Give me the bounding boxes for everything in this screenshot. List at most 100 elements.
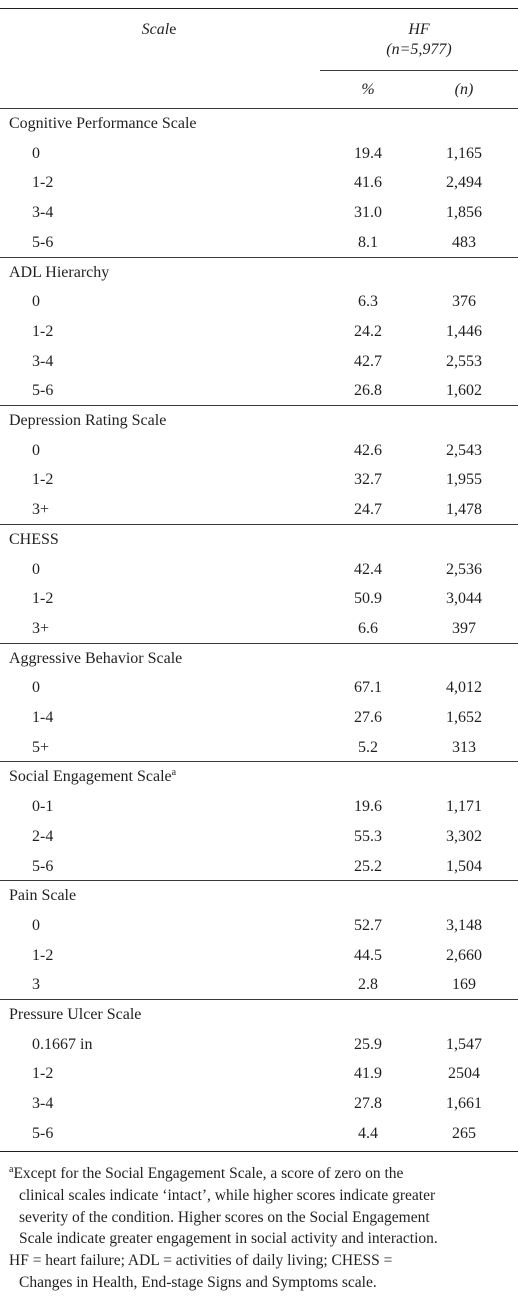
percent-column-header: % — [361, 81, 375, 98]
row-count: 1,955 — [446, 471, 482, 489]
row-percent: 19.6 — [354, 798, 382, 816]
row-label: 5-6 — [32, 382, 54, 400]
row-percent: 4.4 — [358, 1124, 378, 1142]
row-count: 1,171 — [446, 798, 482, 816]
footnote-line: Changes in Health, End-stage Signs and S… — [9, 1272, 511, 1294]
table-top-rule — [0, 8, 518, 9]
row-label: 0-1 — [32, 798, 54, 816]
row-count: 2,536 — [446, 560, 482, 578]
row-percent: 25.2 — [354, 857, 382, 875]
row-label: 0 — [32, 293, 40, 311]
row-count: 483 — [452, 233, 476, 251]
row-count: 1,504 — [446, 857, 482, 875]
row-percent: 42.7 — [354, 352, 382, 370]
row-count: 169 — [452, 976, 476, 994]
row-label: 1-2 — [32, 174, 54, 192]
row-percent: 24.7 — [354, 501, 382, 519]
row-percent: 26.8 — [354, 382, 382, 400]
row-count: 1,652 — [446, 709, 482, 726]
row-label: 0 — [32, 144, 40, 162]
section-divider — [0, 256, 518, 258]
row-label: 5-6 — [32, 1124, 54, 1142]
section-label: Social Engagement Scalea — [9, 767, 176, 787]
section-label-text: Depression Rating Scale — [9, 412, 167, 429]
footnote-text: severity of the condition. Higher scores… — [19, 1208, 430, 1226]
row-percent: 6.6 — [358, 619, 378, 637]
row-label: 0 — [32, 916, 40, 934]
footnote-text: Changes in Health, End-stage Signs and S… — [19, 1273, 377, 1291]
scale-column-header: Scale — [0, 20, 318, 40]
row-count: 2,494 — [446, 174, 482, 192]
row-percent: 2.8 — [358, 976, 378, 994]
footnote-text: clinical scales indicate ‘intact’, while… — [19, 1186, 436, 1204]
row-count: 3,148 — [446, 916, 482, 934]
row-label: 1-4 — [32, 709, 54, 726]
row-percent: 31.0 — [354, 204, 382, 222]
section-label: Cognitive Performance Scale — [9, 114, 197, 134]
row-label: 5-6 — [32, 857, 54, 875]
section-label: ADL Hierarchy — [9, 263, 109, 283]
section-label-text: Social Engagement Scale — [9, 768, 172, 786]
row-percent: 27.6 — [354, 709, 382, 726]
row-label: 2-4 — [32, 827, 54, 845]
table-footnote: aExcept for the Social Engagement Scale,… — [9, 1163, 511, 1294]
row-count: 1,547 — [446, 1035, 482, 1053]
row-label: 1-2 — [32, 946, 54, 964]
row-percent: 8.1 — [358, 233, 378, 251]
row-label: 0 — [32, 679, 40, 697]
row-count: 2504 — [448, 1065, 480, 1083]
row-count: 2,660 — [446, 946, 482, 964]
row-percent: 55.3 — [354, 827, 382, 845]
row-count: 1,602 — [446, 382, 482, 400]
row-label: 1-2 — [32, 590, 54, 608]
row-label: 1-2 — [32, 322, 54, 340]
row-percent: 41.9 — [354, 1065, 382, 1083]
row-percent: 52.7 — [354, 916, 382, 934]
row-percent: 19.4 — [354, 144, 382, 162]
row-label: 3-4 — [32, 352, 54, 370]
row-percent: 41.6 — [354, 174, 382, 192]
count-column-header: (n) — [454, 81, 474, 98]
footnote-text: HF = heart failure; ADL = activities of … — [9, 1252, 393, 1270]
row-label: 3+ — [32, 501, 50, 519]
hf-group-header: HF — [408, 21, 430, 38]
row-label: 3-4 — [32, 1095, 54, 1113]
row-label: 0 — [32, 560, 40, 578]
row-label: 1-2 — [32, 471, 54, 489]
row-count: 1,165 — [446, 144, 482, 162]
row-label: 3+ — [32, 619, 50, 637]
section-label: Depression Rating Scale — [9, 411, 166, 431]
row-percent: 67.1 — [354, 679, 382, 697]
section-divider — [0, 761, 518, 763]
row-label: 3 — [32, 976, 40, 994]
table-bottom-rule — [0, 1151, 518, 1152]
section-divider — [0, 880, 518, 882]
row-percent: 42.6 — [354, 441, 382, 459]
row-count: 1,661 — [446, 1095, 482, 1113]
footnote-line: HF = heart failure; ADL = activities of … — [9, 1250, 511, 1272]
row-label: 0 — [32, 441, 40, 459]
section-divider — [0, 999, 518, 1000]
section-label-text: Aggressive Behavior Scale — [9, 649, 183, 667]
row-count: 397 — [452, 619, 476, 637]
header-bottom-rule — [0, 108, 518, 109]
footnote-marker: a — [171, 767, 177, 779]
row-count: 4,012 — [446, 679, 482, 697]
section-label-text: Pain Scale — [9, 887, 77, 905]
row-count: 313 — [452, 738, 476, 756]
row-percent: 6.3 — [358, 293, 378, 311]
row-count: 3,302 — [446, 827, 482, 845]
row-percent: 25.9 — [354, 1035, 382, 1053]
row-label: 3-4 — [32, 204, 54, 222]
row-count: 1,446 — [446, 322, 482, 340]
scale-header-suffix: e — [169, 21, 177, 38]
row-count: 265 — [452, 1124, 476, 1142]
footnote-line: clinical scales indicate ‘intact’, while… — [9, 1185, 511, 1207]
section-label-text: ADL Hierarchy — [9, 263, 110, 281]
section-label-text: Cognitive Performance Scale — [9, 115, 197, 132]
row-percent: 24.2 — [354, 322, 382, 340]
footnote-line: aExcept for the Social Engagement Scale,… — [9, 1163, 511, 1185]
footnote-text: Except for the Social Engagement Scale, … — [13, 1165, 404, 1182]
row-label: 5-6 — [32, 233, 54, 251]
